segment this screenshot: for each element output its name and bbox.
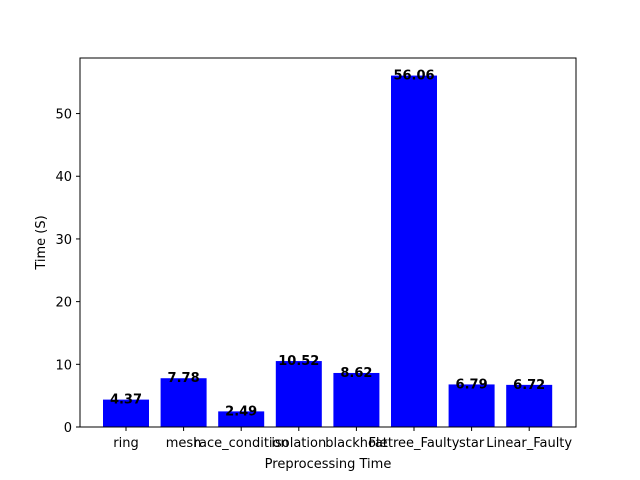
y-tick-label: 50 xyxy=(55,108,72,123)
y-tick-label: 30 xyxy=(55,233,72,248)
x-tick-label: blackhole xyxy=(325,436,387,451)
x-tick-label: star xyxy=(459,436,485,451)
y-tick-label: 40 xyxy=(55,170,72,185)
plot-frame xyxy=(79,57,577,428)
bars-group xyxy=(103,75,553,428)
y-axis-label: Time (S) xyxy=(34,215,49,270)
x-tick-label: mesh xyxy=(166,436,202,451)
x-tick-label: Linear_Faulty xyxy=(486,436,572,451)
value-label: 6.79 xyxy=(456,377,488,392)
value-label: 2.49 xyxy=(225,404,257,419)
bar-fattree-faulty xyxy=(391,75,437,428)
value-label: 4.37 xyxy=(110,393,142,408)
value-label: 6.72 xyxy=(513,378,545,393)
bar-linear-faulty xyxy=(506,384,553,427)
value-labels-group: 4.37 7.78 2.49 10.52 8.62 56.06 6.79 6.72 xyxy=(110,69,545,420)
bar-mesh xyxy=(160,378,207,427)
y-tick-label: 20 xyxy=(55,296,72,311)
value-label: 56.06 xyxy=(393,69,434,84)
bar-isolation xyxy=(275,361,322,427)
x-tick-label: Fattree_Faulty xyxy=(369,436,460,451)
x-axis-label: Preprocessing Time xyxy=(265,457,392,472)
bar-blackhole xyxy=(333,372,380,427)
bar-ring xyxy=(103,399,149,427)
bar-star xyxy=(448,384,495,427)
value-label: 10.52 xyxy=(278,354,319,369)
y-tick-label: 10 xyxy=(55,358,72,373)
x-tick-label: isolation xyxy=(271,436,326,451)
x-tick-label: ring xyxy=(113,436,138,451)
value-label: 7.78 xyxy=(168,371,200,386)
y-axis-ticks: 0 10 20 30 40 50 xyxy=(55,108,80,436)
y-tick-label: 0 xyxy=(64,421,72,436)
bar-race-condition xyxy=(218,411,265,427)
value-label: 8.62 xyxy=(340,366,372,381)
x-tick-label: race_condition xyxy=(194,436,289,451)
